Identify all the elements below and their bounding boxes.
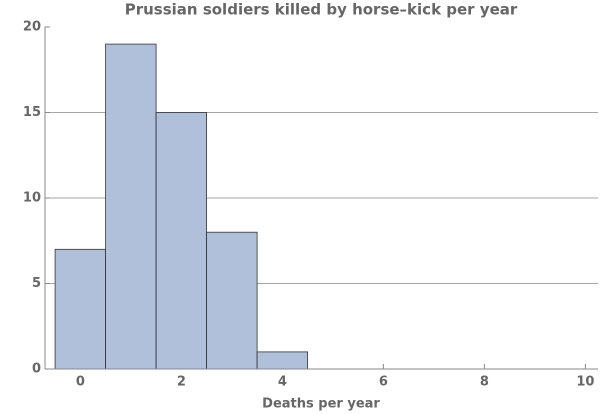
y-tick-label: 15: [23, 105, 41, 120]
x-tick-label: 2: [177, 375, 186, 390]
bar: [155, 112, 208, 370]
y-tick-label: 5: [32, 276, 41, 291]
bar: [105, 43, 157, 370]
bar: [206, 231, 258, 370]
y-tick-label: 0: [32, 362, 41, 377]
bar: [54, 248, 107, 370]
y-tick-label: 20: [23, 20, 41, 35]
chart-title: Prussian soldiers killed by horse–kick p…: [125, 1, 518, 19]
x-axis-label: Deaths per year: [262, 397, 380, 412]
x-tick-label: 4: [278, 375, 287, 390]
y-tick-label: 10: [23, 191, 41, 206]
x-tick-label: 6: [379, 375, 388, 390]
x-tick-label: 10: [576, 375, 594, 390]
bar: [256, 351, 309, 370]
x-tick-label: 0: [76, 375, 85, 390]
x-tick-label: 8: [480, 375, 489, 390]
